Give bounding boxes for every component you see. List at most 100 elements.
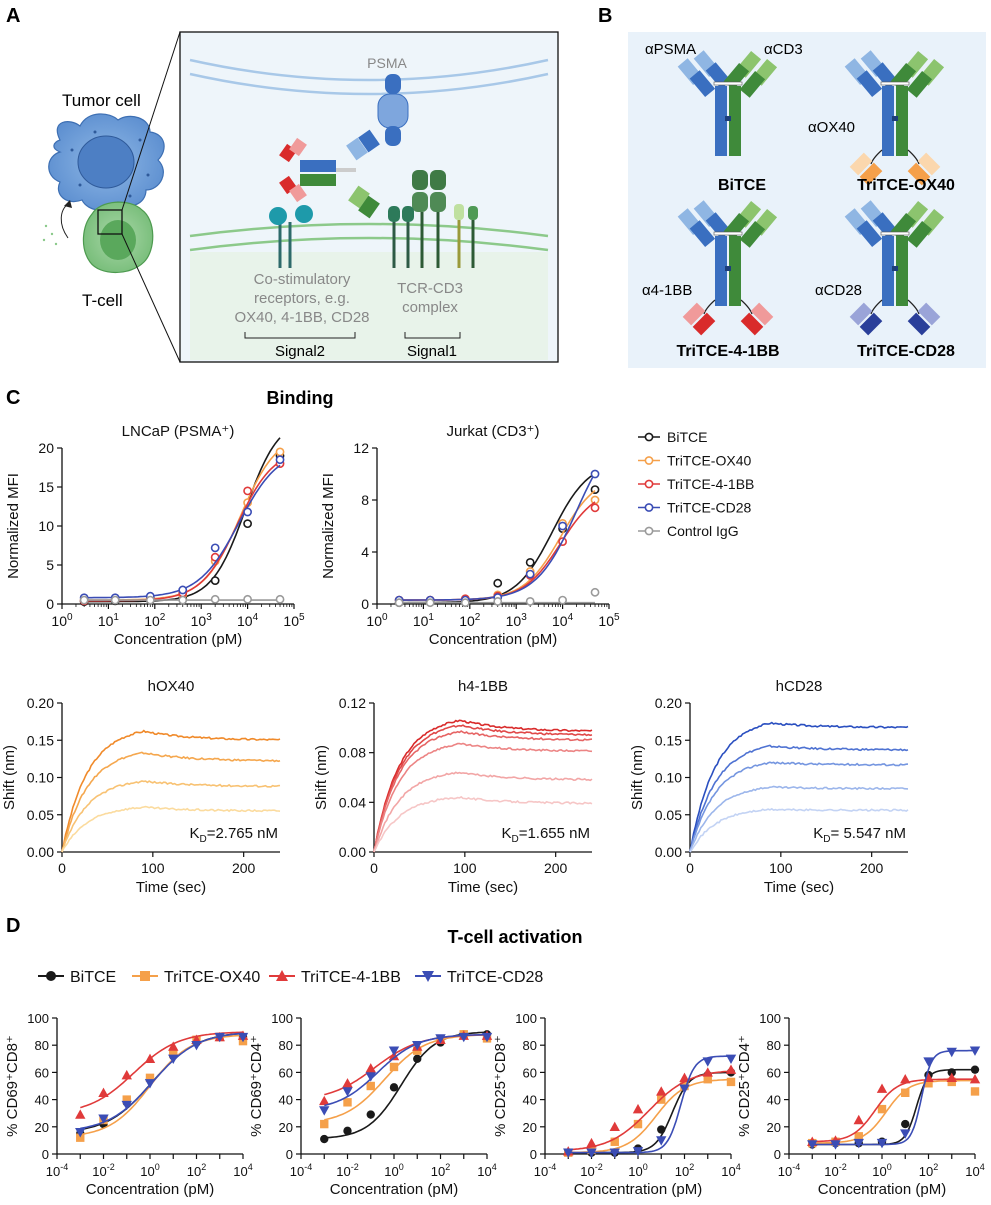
y-tick-label: 0 (286, 1147, 293, 1162)
chart-title: hCD28 (776, 678, 823, 695)
tick-base: 10 (144, 613, 160, 629)
arrow-icon (60, 203, 69, 239)
y-tick-label: 0.15 (27, 732, 54, 748)
antibody-domain (906, 70, 933, 98)
y-tick-label: 0 (361, 596, 369, 612)
legend-entry: Control IgG (667, 523, 739, 539)
data-point-triangle (946, 1072, 957, 1083)
label-acd3: αCD3 (764, 41, 803, 58)
x-axis-label: Concentration (pM) (86, 1181, 214, 1198)
y-tick-label: 5 (46, 557, 54, 573)
x-tick-label: 10-2 (336, 1162, 358, 1179)
data-point-circle (389, 1083, 399, 1092)
data-point-triangle-down (853, 1138, 864, 1149)
x-tick-label: 100 (140, 1162, 159, 1179)
legend-entry: BiTCE (70, 969, 116, 986)
data-point-triangle-down (679, 1084, 690, 1094)
legend-marker (644, 479, 654, 489)
legend-binding: BiTCE TriTCE-OX40 TriTCE-4-1BB TriTCE-CD28 C… (638, 429, 754, 539)
data-point-circle (947, 1068, 956, 1077)
y-tick-label: 100 (271, 1011, 293, 1026)
x-tick-label: 200 (860, 860, 884, 876)
sensorgram-trace (61, 751, 281, 853)
y-tick-label: 0.10 (655, 770, 682, 786)
data-point (210, 594, 220, 604)
data-point-square (703, 1075, 712, 1084)
kd-sub: D (511, 834, 518, 845)
y-tick-label: 20 (523, 1120, 537, 1135)
legend-entry: TriTCE-OX40 (164, 969, 260, 986)
data-point-triangle-down (435, 1034, 446, 1044)
costim-label-line3: OX40, 4-1BB, CD28 (234, 309, 369, 326)
x-tick-label: 104 (721, 1162, 740, 1179)
data-point (590, 469, 600, 479)
tick-base: 10 (98, 613, 114, 629)
fit-curve-3 (324, 1033, 487, 1107)
sensorgram-trace (689, 761, 909, 852)
name-tritce-4-1bb: TriTCE-4-1BB (676, 343, 779, 360)
data-point-triangle-down (342, 1087, 353, 1097)
x-tick-label: 105 (598, 612, 620, 629)
costim-domain (849, 302, 873, 326)
fc-chain-blue (715, 236, 727, 306)
data-point-square (145, 1073, 155, 1083)
tick-exponent: 0 (382, 612, 388, 623)
tick-exponent: 0 (643, 1162, 648, 1172)
data-point-square (76, 1133, 85, 1142)
x-tick-label: 101 (413, 612, 435, 629)
x-tick-label: 102 (919, 1162, 938, 1179)
legend-marker (644, 432, 654, 442)
tritce-antibody (279, 129, 380, 219)
knob (725, 116, 731, 121)
chart-hcd28: 0.00 0.05 0.10 0.15 0.20 0 100 200 hCD28 Time (se… (629, 678, 909, 896)
data-point (275, 455, 285, 465)
tick-exponent: -4 (792, 1162, 800, 1172)
x-tick-label: 200 (544, 860, 568, 876)
data-point-triangle (679, 1072, 690, 1083)
tick-exponent: -2 (351, 1162, 359, 1172)
data-point-triangle (656, 1086, 667, 1096)
data-point-triangle (365, 1063, 376, 1073)
data-point-triangle (853, 1114, 864, 1125)
tick-base: 10 (824, 1164, 838, 1179)
data-point-triangle (632, 1103, 644, 1114)
y-tick-label: 80 (279, 1038, 293, 1053)
data-point-triangle-down (586, 1148, 597, 1158)
x-axis-label: Time (sec) (448, 879, 518, 896)
tick-base: 10 (778, 1164, 792, 1179)
data-point-square (366, 1081, 375, 1091)
antibody-tritce-4-1bb (677, 200, 778, 336)
psma-protein (377, 74, 409, 146)
y-tick-label: 60 (767, 1065, 781, 1080)
x-tick-label: 100 (141, 860, 165, 876)
tcr-cd3-complex (388, 170, 478, 268)
data-point-triangle-down (725, 1054, 737, 1064)
sensorgram-trace (61, 729, 281, 853)
data-point-triangle (609, 1121, 620, 1131)
y-tick-label: 60 (279, 1065, 293, 1080)
x-tick-label: 105 (283, 612, 305, 629)
data-point-triangle-down (121, 1100, 132, 1111)
y-tick-label: 20 (38, 440, 54, 456)
x-tick-label: 104 (477, 1162, 496, 1179)
linker (907, 299, 920, 315)
costim-domain (740, 312, 764, 336)
data-point-circle (901, 1119, 910, 1129)
costim-domain (907, 312, 931, 336)
data-point-triangle-down (237, 1032, 249, 1043)
y-tick-label: 40 (279, 1093, 293, 1108)
sensorgram-trace (61, 805, 281, 853)
data-point-triangle-down (144, 1079, 156, 1089)
x-tick-label: 0 (686, 860, 694, 876)
hinge (880, 81, 910, 86)
data-point-triangle (168, 1041, 179, 1051)
x-axis-label: Concentration (pM) (574, 1181, 702, 1198)
tick-base: 10 (721, 1164, 735, 1179)
y-tick-label: 0.00 (655, 844, 682, 860)
panel-a: A Tumor cell T-cell PSMA (6, 5, 559, 363)
data-point-triangle-down (946, 1047, 957, 1058)
data-point-triangle (725, 1064, 737, 1074)
tick-exponent: 0 (887, 1162, 892, 1172)
